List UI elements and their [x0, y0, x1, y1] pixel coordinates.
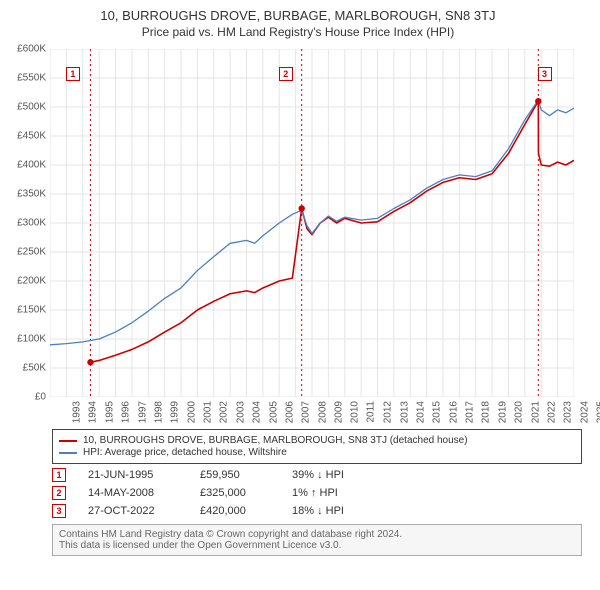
sale-diff: 39% ↓ HPI: [292, 469, 382, 481]
sale-date: 21-JUN-1995: [88, 469, 178, 481]
x-axis-label: 2010: [350, 401, 361, 423]
sale-date: 14-MAY-2008: [88, 487, 178, 499]
x-axis-label: 1997: [137, 401, 148, 423]
y-axis-label: £550K: [6, 73, 46, 84]
x-axis-label: 2016: [448, 401, 459, 423]
x-axis-label: 2001: [202, 401, 213, 423]
x-axis-label: 2000: [186, 401, 197, 423]
sale-marker-2: 2: [279, 67, 293, 81]
x-axis-label: 1996: [120, 401, 131, 423]
x-axis-label: 2023: [563, 401, 574, 423]
legend-swatch: [59, 452, 77, 454]
x-axis-label: 2020: [513, 401, 524, 423]
x-axis-label: 2018: [481, 401, 492, 423]
x-axis-label: 2011: [365, 401, 376, 423]
legend: 10, BURROUGHS DROVE, BURBAGE, MARLBOROUG…: [52, 429, 582, 464]
legend-item: 10, BURROUGHS DROVE, BURBAGE, MARLBOROUG…: [59, 435, 575, 446]
sale-point: [298, 205, 304, 211]
sale-marker-box: 3: [52, 504, 66, 518]
series-property: [90, 101, 574, 362]
x-axis-label: 1993: [71, 401, 82, 423]
legend-swatch: [59, 440, 77, 442]
x-axis-label: 2005: [268, 401, 279, 423]
sale-price: £325,000: [200, 487, 270, 499]
x-axis-label: 2008: [317, 401, 328, 423]
sale-marker-box: 1: [52, 468, 66, 482]
y-axis-label: £600K: [6, 44, 46, 55]
sale-price: £59,950: [200, 469, 270, 481]
x-axis-label: 2007: [301, 401, 312, 423]
sale-date: 27-OCT-2022: [88, 505, 178, 517]
sale-point: [87, 359, 93, 365]
y-axis-label: £0: [6, 392, 46, 403]
y-axis-label: £100K: [6, 334, 46, 345]
legend-label: HPI: Average price, detached house, Wilt…: [83, 447, 287, 458]
x-axis-label: 2003: [235, 401, 246, 423]
x-axis-label: 1994: [88, 401, 99, 423]
footer-line: Contains HM Land Registry data © Crown c…: [59, 529, 575, 540]
sale-row: 1 21-JUN-1995 £59,950 39% ↓ HPI: [52, 468, 582, 482]
x-axis-label: 2022: [546, 401, 557, 423]
price-chart: £0 £50K £100K £150K £200K £250K £300K £350K £400…: [8, 43, 578, 423]
x-axis-label: 1999: [170, 401, 181, 423]
y-axis-label: £150K: [6, 305, 46, 316]
x-axis-label: 2025: [595, 401, 600, 423]
sale-diff: 18% ↓ HPI: [292, 505, 382, 517]
sale-point: [535, 98, 541, 104]
sale-price: £420,000: [200, 505, 270, 517]
legend-item: HPI: Average price, detached house, Wilt…: [59, 447, 575, 458]
x-axis-label: 2014: [415, 401, 426, 423]
attribution-footer: Contains HM Land Registry data © Crown c…: [52, 524, 582, 556]
sale-marker-box: 2: [52, 486, 66, 500]
x-axis-label: 2021: [530, 401, 541, 423]
footer-line: This data is licensed under the Open Gov…: [59, 540, 575, 551]
sale-marker-3: 3: [538, 67, 552, 81]
y-axis-label: £250K: [6, 247, 46, 258]
x-axis-label: 2024: [579, 401, 590, 423]
x-axis-label: 2017: [464, 401, 475, 423]
y-axis-label: £200K: [6, 276, 46, 287]
x-axis-label: 2002: [219, 401, 230, 423]
x-axis-label: 1998: [153, 401, 164, 423]
x-axis-label: 2019: [497, 401, 508, 423]
x-axis-label: 2012: [382, 401, 393, 423]
x-axis-label: 2004: [251, 401, 262, 423]
x-axis-label: 2009: [333, 401, 344, 423]
y-axis-label: £400K: [6, 160, 46, 171]
sale-diff: 1% ↑ HPI: [292, 487, 382, 499]
y-axis-label: £350K: [6, 189, 46, 200]
sale-row: 3 27-OCT-2022 £420,000 18% ↓ HPI: [52, 504, 582, 518]
x-axis-label: 1995: [104, 401, 115, 423]
sale-row: 2 14-MAY-2008 £325,000 1% ↑ HPI: [52, 486, 582, 500]
x-axis-label: 2015: [432, 401, 443, 423]
y-axis-label: £500K: [6, 102, 46, 113]
y-axis-label: £300K: [6, 218, 46, 229]
y-axis-label: £450K: [6, 131, 46, 142]
y-axis-label: £50K: [6, 363, 46, 374]
page-title: 10, BURROUGHS DROVE, BURBAGE, MARLBOROUG…: [8, 8, 588, 23]
legend-label: 10, BURROUGHS DROVE, BURBAGE, MARLBOROUG…: [83, 435, 468, 446]
sale-marker-1: 1: [66, 67, 80, 81]
page-subtitle: Price paid vs. HM Land Registry's House …: [8, 25, 588, 39]
x-axis-label: 2013: [399, 401, 410, 423]
sales-table: 1 21-JUN-1995 £59,950 39% ↓ HPI 2 14-MAY-2008…: [52, 468, 582, 518]
x-axis-label: 2006: [284, 401, 295, 423]
